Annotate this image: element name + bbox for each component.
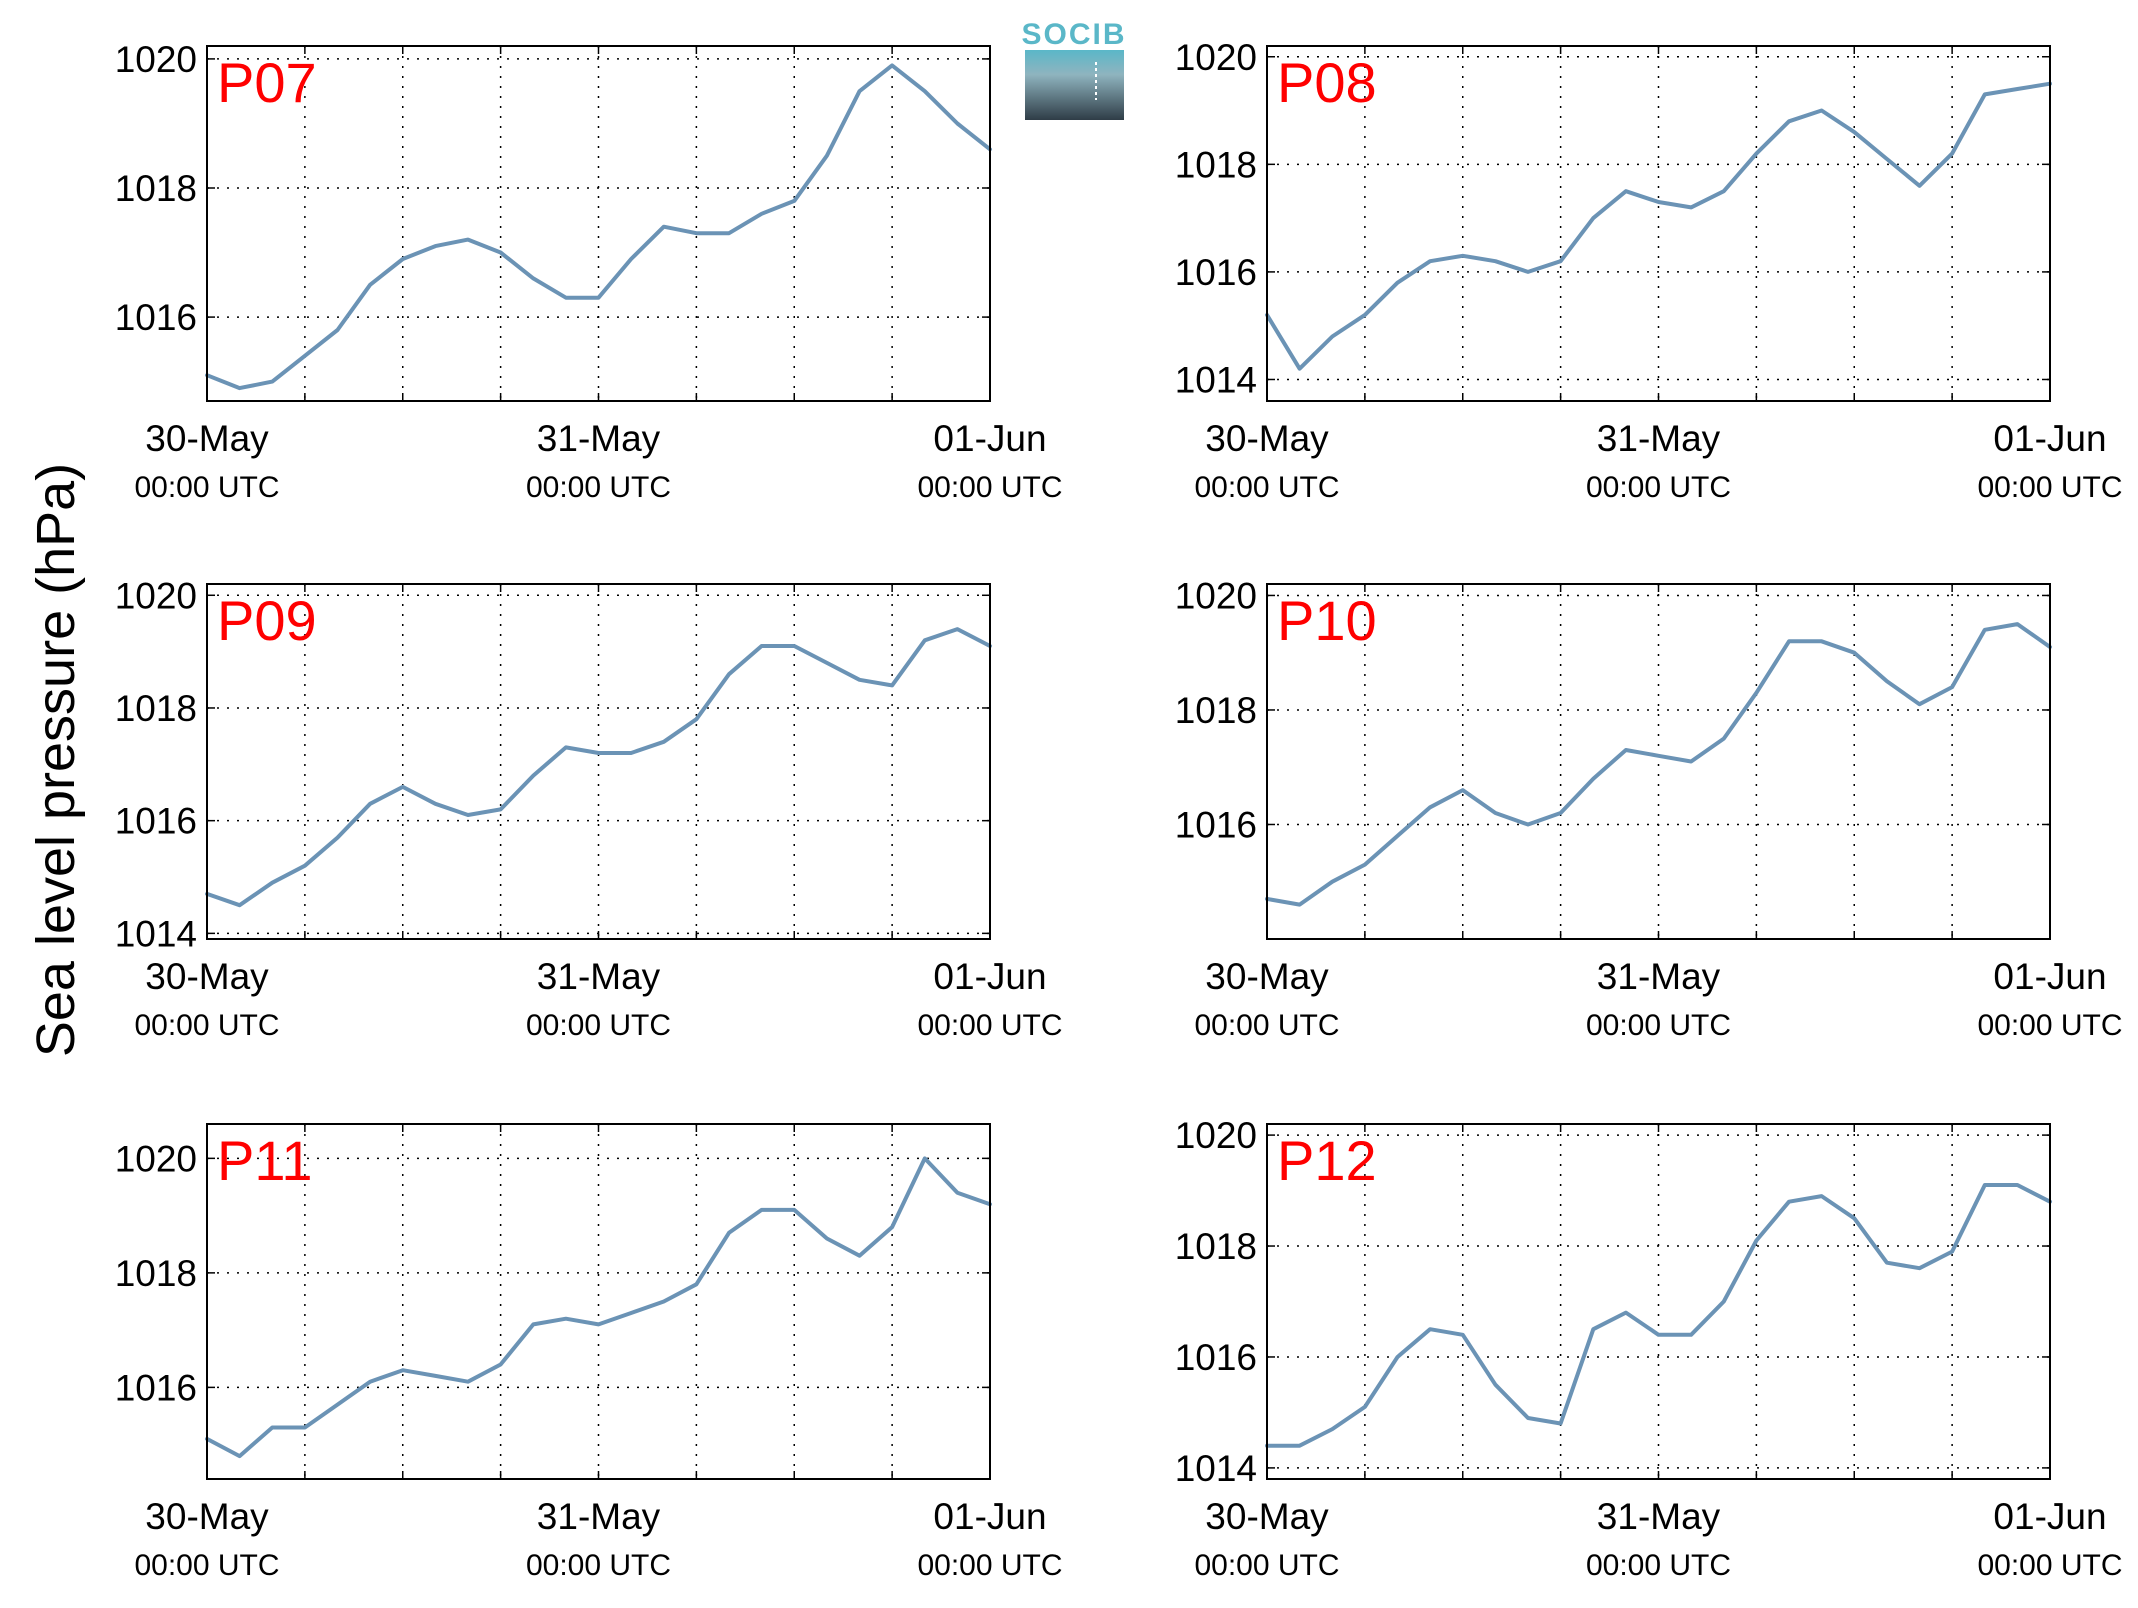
- x-tick-time-label: 00:00 UTC: [917, 1009, 1062, 1042]
- series-line-p07: [205, 63, 992, 391]
- y-axis-label: Sea level pressure (hPa): [26, 463, 86, 1057]
- x-tick-date-label: 30-May: [145, 956, 269, 997]
- y-tick-label: 1018: [1175, 1226, 1257, 1267]
- series-line-p09: [205, 627, 992, 908]
- x-tick-date-label: 30-May: [145, 418, 269, 459]
- y-tick-label: 1016: [1175, 804, 1257, 845]
- y-tick-label: 1020: [115, 1138, 197, 1179]
- panels: 1016 1018 1020 P07 30-May 00:00 UTC 31-May 00:0…: [115, 37, 2123, 1582]
- x-tick-time-label: 00:00 UTC: [1586, 471, 1731, 504]
- socib-logo-block: [1025, 50, 1124, 120]
- panel-p07: 1016 1018 1020 P07 30-May 00:00 UTC 31-May 00:0…: [115, 39, 1063, 504]
- y-tick-label: 1020: [115, 575, 197, 616]
- panel-p09: 1014 1016 1018 1020 P09 30-May 00:00 UTC 31-May…: [115, 575, 1063, 1042]
- x-tick-date-label: 31-May: [1597, 418, 1721, 459]
- series-line-p11: [205, 1156, 992, 1459]
- x-tick-date-label: 01-Jun: [933, 956, 1046, 997]
- x-tick-time-label: 00:00 UTC: [1586, 1009, 1731, 1042]
- series-line-p10: [1265, 622, 2052, 907]
- socib-logo: SOCIB: [1021, 18, 1126, 120]
- series-line-p08: [1265, 81, 2052, 371]
- x-tick-time-label: 00:00 UTC: [1977, 1009, 2122, 1042]
- x-tick-date-label: 01-Jun: [1993, 956, 2106, 997]
- plot-frame: [1266, 583, 2051, 940]
- x-tick-date-label: 31-May: [1597, 956, 1721, 997]
- panel-p08: 1014 1016 1018 1020 P08 30-May 00:00 UTC 31-May…: [1175, 37, 2123, 504]
- x-tick-date-label: 30-May: [145, 1496, 269, 1537]
- plot-frame: [206, 45, 991, 402]
- y-tick-label: 1016: [1175, 1337, 1257, 1378]
- panel-p10: 1016 1018 1020 P10 30-May 00:00 UTC 31-May 00:0…: [1175, 575, 2123, 1042]
- x-tick-time-label: 00:00 UTC: [526, 1009, 671, 1042]
- x-tick-time-label: 00:00 UTC: [1194, 1549, 1339, 1582]
- y-tick-label: 1016: [115, 1367, 197, 1408]
- x-tick-time-label: 00:00 UTC: [134, 1009, 279, 1042]
- y-tick-label: 1020: [1175, 575, 1257, 616]
- x-tick-date-label: 30-May: [1205, 956, 1329, 997]
- y-tick-label: 1014: [1175, 359, 1257, 400]
- x-tick-time-label: 00:00 UTC: [1977, 1549, 2122, 1582]
- x-tick-time-label: 00:00 UTC: [1194, 471, 1339, 504]
- y-tick-label: 1014: [115, 913, 197, 954]
- x-tick-date-label: 31-May: [537, 1496, 661, 1537]
- socib-logo-text: SOCIB: [1021, 18, 1126, 51]
- y-tick-label: 1020: [115, 39, 197, 80]
- plot-frame: [206, 1123, 991, 1480]
- series-line-p12: [1265, 1183, 2052, 1448]
- y-tick-label: 1016: [115, 801, 197, 842]
- y-tick-label: 1018: [1175, 690, 1257, 731]
- y-tick-label: 1020: [1175, 1115, 1257, 1156]
- x-tick-date-label: 30-May: [1205, 418, 1329, 459]
- station-label: P10: [1277, 589, 1377, 652]
- station-label: P08: [1277, 51, 1377, 114]
- y-tick-label: 1020: [1175, 37, 1257, 78]
- station-label: P11: [217, 1129, 312, 1192]
- x-tick-date-label: 31-May: [537, 418, 661, 459]
- y-tick-label: 1018: [115, 1253, 197, 1294]
- x-tick-time-label: 00:00 UTC: [1586, 1549, 1731, 1582]
- panel-p11: 1016 1018 1020 P11 30-May 00:00 UTC 31-May 00:0…: [115, 1123, 1063, 1582]
- plot-frame: [1266, 1123, 2051, 1480]
- station-label: P09: [217, 589, 317, 652]
- x-tick-date-label: 01-Jun: [1993, 1496, 2106, 1537]
- plot-frame: [206, 583, 991, 940]
- station-label: P12: [1277, 1129, 1377, 1192]
- y-tick-label: 1014: [1175, 1448, 1257, 1489]
- x-tick-date-label: 01-Jun: [933, 418, 1046, 459]
- y-tick-label: 1016: [115, 297, 197, 338]
- panel-p12: 1014 1016 1018 1020 P12 30-May 00:00 UTC 31-May…: [1175, 1115, 2123, 1582]
- x-tick-date-label: 31-May: [1597, 1496, 1721, 1537]
- y-tick-label: 1018: [115, 168, 197, 209]
- x-tick-date-label: 31-May: [537, 956, 661, 997]
- x-tick-time-label: 00:00 UTC: [526, 471, 671, 504]
- x-tick-time-label: 00:00 UTC: [134, 1549, 279, 1582]
- station-label: P07: [217, 51, 317, 114]
- y-tick-label: 1018: [115, 688, 197, 729]
- x-tick-time-label: 00:00 UTC: [917, 471, 1062, 504]
- x-tick-time-label: 00:00 UTC: [1194, 1009, 1339, 1042]
- x-tick-time-label: 00:00 UTC: [526, 1549, 671, 1582]
- plot-frame: [1266, 45, 2051, 402]
- x-tick-time-label: 00:00 UTC: [917, 1549, 1062, 1582]
- y-tick-label: 1018: [1175, 144, 1257, 185]
- x-tick-time-label: 00:00 UTC: [134, 471, 279, 504]
- x-tick-date-label: 01-Jun: [1993, 418, 2106, 459]
- x-tick-time-label: 00:00 UTC: [1977, 471, 2122, 504]
- x-tick-date-label: 01-Jun: [933, 1496, 1046, 1537]
- x-tick-date-label: 30-May: [1205, 1496, 1329, 1537]
- y-tick-label: 1016: [1175, 252, 1257, 293]
